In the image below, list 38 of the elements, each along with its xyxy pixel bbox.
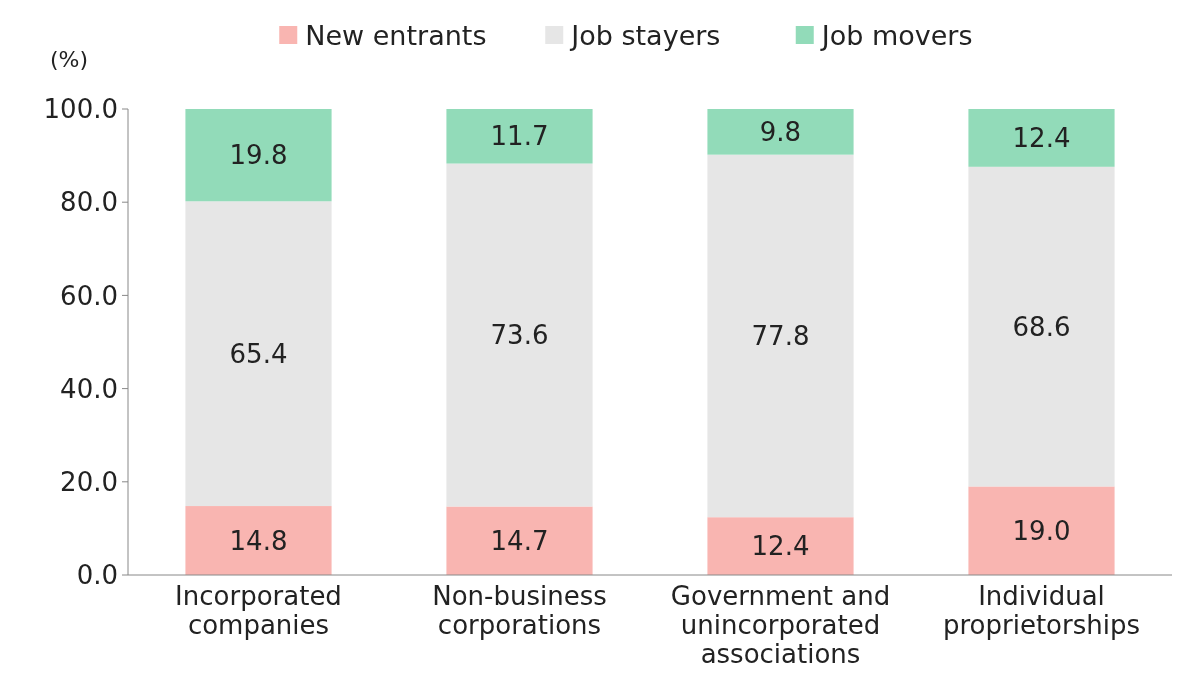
bar [446, 109, 593, 164]
data-label: 14.8 [229, 525, 288, 556]
y-tick-label: 40.0 [60, 373, 118, 404]
bar [968, 166, 1115, 487]
y-tick-label: 0.0 [76, 560, 118, 591]
data-label: 14.7 [490, 525, 549, 556]
x-tick-label: Incorporated companies [175, 581, 342, 640]
bar [446, 163, 593, 507]
y-tick-label: 60.0 [60, 280, 118, 311]
data-label: 19.8 [229, 140, 288, 171]
bar [968, 486, 1115, 575]
bar [185, 201, 332, 507]
data-label: 65.4 [229, 338, 288, 369]
bar [707, 109, 854, 155]
legend-label: New entrants [305, 20, 487, 52]
legend-label: Job stayers [569, 20, 721, 52]
y-tick-label: 80.0 [60, 187, 118, 218]
data-label: 19.0 [1012, 515, 1071, 546]
bar [707, 517, 854, 575]
legend-label: Job movers [819, 20, 973, 52]
y-tick-label: 20.0 [60, 466, 118, 497]
data-label: 77.8 [751, 321, 810, 352]
y-tick-label: 100.0 [43, 94, 118, 125]
bar [968, 109, 1115, 167]
x-tick-label: Individual proprietorships [942, 581, 1141, 640]
x-tick-label: Non-business corporations [432, 581, 607, 640]
data-label: 12.4 [751, 531, 810, 562]
bar [707, 154, 854, 518]
x-tick-label: Government and unincorporated associations [670, 581, 891, 669]
bar [185, 506, 332, 575]
data-label: 73.6 [490, 320, 549, 351]
data-label: 9.8 [759, 116, 802, 147]
data-label: 12.4 [1012, 122, 1071, 153]
data-label: 68.6 [1012, 311, 1071, 342]
data-label: 11.7 [490, 121, 549, 152]
bar [446, 506, 593, 575]
y-axis-title: (%) [50, 47, 89, 72]
bar [185, 109, 332, 202]
